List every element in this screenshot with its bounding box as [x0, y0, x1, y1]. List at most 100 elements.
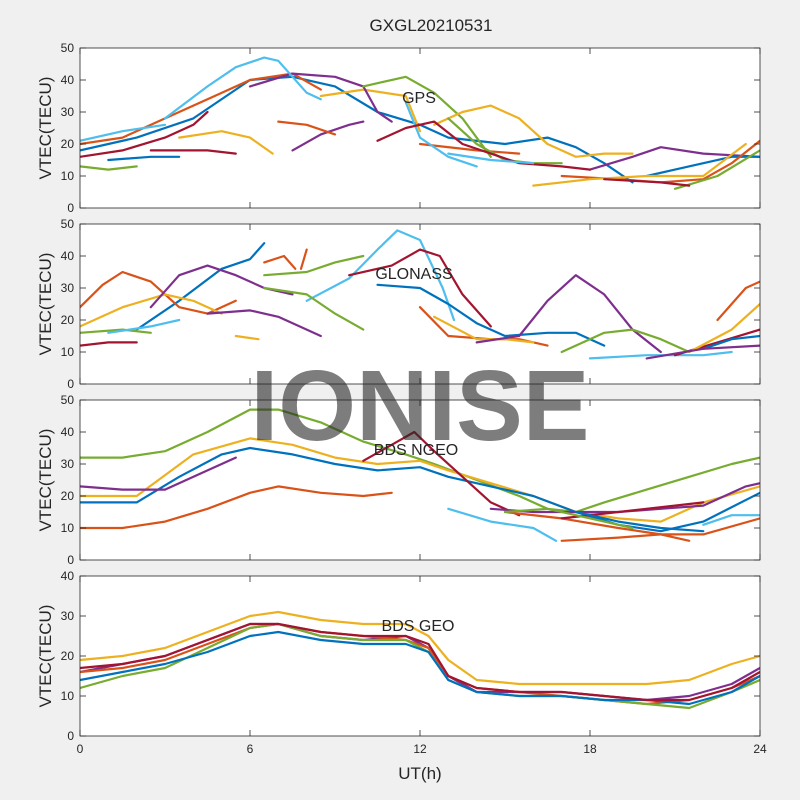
series-line-20 — [603, 178, 691, 187]
series-line-17 — [532, 142, 747, 187]
series-line-23 — [206, 309, 322, 338]
panel-glonass: 0 10 20 30 40 50 VTEC(TECU) GLONASS — [36, 217, 761, 391]
series-line-25 — [299, 248, 308, 270]
y-tick-label: 10 — [61, 521, 75, 535]
y-tick-label: 0 — [67, 377, 74, 391]
series-line-18 — [645, 344, 760, 360]
series-group — [80, 408, 760, 542]
y-tick-label: 20 — [61, 137, 75, 151]
series-line-21 — [107, 318, 181, 334]
panel-gps: 0 10 20 30 40 50 VTEC(TECU) GPS — [36, 41, 761, 215]
series-line-8 — [107, 155, 181, 162]
y-tick-label: 10 — [61, 169, 75, 183]
y-axis-label: VTEC(TECU) — [36, 429, 55, 532]
y-tick-label: 30 — [61, 281, 75, 295]
series-line-6 — [80, 622, 760, 702]
y-tick-label: 0 — [67, 201, 74, 215]
y-tick-label: 20 — [61, 313, 75, 327]
series-line-19 — [80, 341, 138, 347]
x-axis-label: UT(h) — [398, 764, 441, 783]
panel-bds-geo: 0 10 20 30 40 0 6 12 18 24 VTEC(TECU) BDS GEO — [36, 569, 767, 756]
y-tick-label: 30 — [61, 105, 75, 119]
plot-area — [80, 48, 760, 208]
series-line-5 — [362, 75, 492, 158]
series-group — [80, 229, 760, 360]
series-line-3 — [80, 293, 223, 328]
series-line-19 — [447, 152, 535, 165]
series-line-6 — [163, 56, 322, 120]
x-tick-label: 12 — [413, 742, 427, 756]
series-line-10 — [503, 510, 691, 542]
series-line-11 — [588, 146, 760, 171]
series-line-23 — [291, 120, 365, 152]
y-tick-label: 20 — [61, 489, 75, 503]
y-tick-label: 10 — [61, 345, 75, 359]
series-line-17 — [702, 334, 760, 350]
series-line-1 — [135, 242, 266, 331]
series-line-11 — [702, 514, 760, 526]
series-line-22 — [263, 286, 365, 331]
watermark: IONISE — [251, 350, 590, 462]
series-line-25 — [80, 165, 138, 171]
panel-label: BDS GEO — [382, 618, 455, 635]
series-line-7 — [447, 507, 558, 542]
series-line-15 — [716, 280, 760, 322]
y-axis-label: VTEC(TECU) — [36, 605, 55, 708]
series-group — [80, 56, 760, 190]
y-tick-label: 30 — [61, 609, 75, 623]
y-tick-label: 40 — [61, 425, 75, 439]
y-tick-label: 0 — [67, 553, 74, 567]
series-line-26 — [263, 254, 297, 270]
series-line-1 — [80, 408, 760, 514]
x-tick-label: 6 — [247, 742, 254, 756]
y-tick-label: 40 — [61, 569, 75, 583]
series-line-22 — [178, 130, 274, 155]
panel-bds-ngeo: 0 10 20 30 40 50 VTEC(TECU) BDS NGEO — [36, 393, 761, 567]
y-tick-label: 50 — [61, 393, 75, 407]
y-axis-label: VTEC(TECU) — [36, 77, 55, 180]
y-tick-label: 10 — [61, 689, 75, 703]
y-tick-label: 40 — [61, 249, 75, 263]
series-line-3 — [319, 88, 422, 133]
plot-area — [80, 576, 760, 736]
series-line-13 — [404, 101, 478, 168]
y-tick-label: 0 — [67, 729, 74, 743]
series-line-24 — [234, 334, 260, 341]
series-line-4 — [248, 72, 393, 123]
series-line-12 — [560, 328, 691, 354]
y-tick-label: 50 — [61, 41, 75, 55]
series-line-14 — [376, 120, 592, 171]
series-line-1 — [80, 75, 634, 184]
y-tick-label: 50 — [61, 217, 75, 231]
panels: 0 10 20 30 40 50 VTEC(TECU) GPS 0 10 20 30 40 50 VTEC(… — [36, 41, 767, 756]
series-line-4 — [80, 456, 237, 491]
series-line-16 — [688, 302, 760, 354]
series-line-13 — [503, 507, 634, 530]
series-line-5 — [263, 254, 365, 277]
series-group — [80, 610, 760, 710]
figure-title: GXGL20210531 — [370, 16, 493, 35]
y-axis-label: VTEC(TECU) — [36, 253, 55, 356]
x-tick-label: 24 — [753, 742, 767, 756]
panel-label: GPS — [402, 90, 436, 107]
series-line-7 — [80, 110, 209, 158]
panel-label: BDS NGEO — [374, 442, 458, 459]
series-line-1 — [80, 610, 760, 686]
y-tick-label: 20 — [61, 649, 75, 663]
series-line-8 — [376, 283, 606, 347]
series-line-2 — [80, 437, 760, 523]
series-line-6 — [305, 229, 456, 322]
x-tick-label: 0 — [77, 742, 84, 756]
series-line-9 — [418, 142, 521, 155]
series-line-21 — [149, 149, 237, 155]
series-line-6 — [362, 430, 521, 517]
y-tick-label: 30 — [61, 457, 75, 471]
series-line-24 — [277, 120, 337, 136]
series-line-10 — [433, 104, 634, 158]
y-tick-label: 40 — [61, 73, 75, 87]
series-line-26 — [80, 123, 167, 142]
panel-label: GLONASS — [375, 266, 452, 283]
series-line-14 — [574, 510, 705, 533]
x-tick-label: 18 — [583, 742, 597, 756]
series-line-5 — [80, 485, 393, 530]
